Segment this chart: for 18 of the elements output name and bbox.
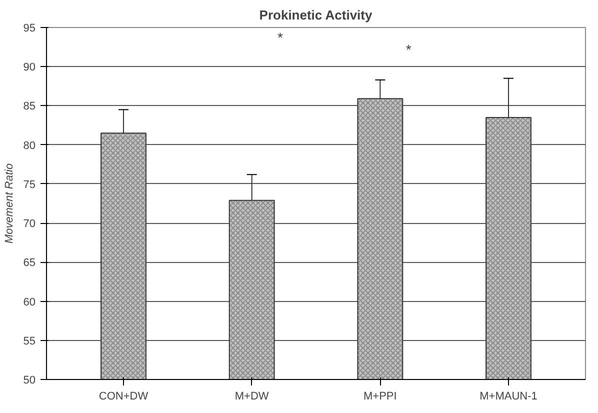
y-tick-label: 70: [23, 218, 36, 230]
x-tick-label: M+DW: [234, 390, 270, 402]
y-tick-label: 90: [23, 62, 36, 74]
y-tick-label: 55: [23, 335, 36, 348]
chart-title: Prokinetic Activity: [259, 8, 373, 22]
annotation: *: [278, 30, 284, 46]
y-tick-label: 80: [23, 140, 36, 152]
x-tick-label: M+PPI: [364, 390, 397, 402]
y-tick-label: 85: [23, 100, 36, 113]
y-tick-label: 75: [23, 178, 36, 191]
y-axis-title: Movement Ratio: [3, 163, 16, 244]
y-tick-label: 50: [23, 374, 36, 386]
annotation: *: [406, 42, 412, 58]
y-tick-label: 60: [23, 296, 36, 308]
y-tick-label: 95: [23, 22, 36, 34]
y-tick-label: 65: [23, 257, 36, 270]
x-tick-label: CON+DW: [98, 390, 149, 402]
x-tick-label: M+MAUN-1: [480, 390, 538, 402]
